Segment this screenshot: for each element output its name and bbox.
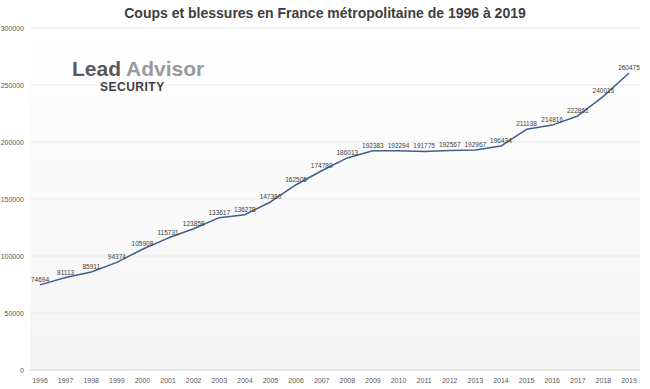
data-label: 115731 bbox=[157, 229, 179, 236]
logo-word: Advisor bbox=[121, 57, 204, 80]
data-label: 222861 bbox=[567, 107, 589, 114]
grid-line bbox=[30, 142, 640, 143]
x-tick-label: 2019 bbox=[621, 377, 637, 384]
x-tick-label: 1999 bbox=[109, 377, 125, 384]
data-label: 123858 bbox=[183, 220, 205, 227]
data-label: 147380 bbox=[260, 193, 282, 200]
x-tick-label: 2009 bbox=[365, 377, 381, 384]
x-tick-label: 2003 bbox=[211, 377, 227, 384]
logo-subtitle: SECURITY bbox=[100, 80, 165, 94]
x-tick-label: 2005 bbox=[263, 377, 279, 384]
x-tick-label: 2012 bbox=[442, 377, 458, 384]
x-tick-label: 2015 bbox=[519, 377, 535, 384]
x-tick-label: 2007 bbox=[314, 377, 330, 384]
y-tick-label: 300000 bbox=[1, 25, 24, 32]
data-label: 81113 bbox=[57, 269, 74, 276]
y-tick-label: 250000 bbox=[1, 82, 24, 89]
x-tick-label: 2014 bbox=[493, 377, 509, 384]
data-label: 85911 bbox=[82, 263, 100, 270]
data-label: 260475 bbox=[618, 64, 640, 71]
x-tick-label: 2011 bbox=[417, 377, 432, 384]
data-label: 186013 bbox=[336, 149, 358, 156]
x-tick-label: 1996 bbox=[32, 377, 48, 384]
x-tick-label: 1998 bbox=[83, 377, 99, 384]
plot-background bbox=[30, 28, 640, 370]
data-label: 192967 bbox=[464, 141, 486, 148]
x-tick-label: 2006 bbox=[288, 377, 304, 384]
logo: Lead Advisor bbox=[72, 57, 204, 80]
x-tick-label: 2017 bbox=[570, 377, 586, 384]
y-tick-label: 50000 bbox=[5, 310, 25, 317]
data-label: 214816 bbox=[541, 116, 563, 123]
title: Coups et blessures en France métropolita… bbox=[124, 5, 526, 21]
data-label: 174780 bbox=[311, 162, 333, 169]
data-label: 192567 bbox=[439, 141, 461, 148]
x-axis-line bbox=[30, 370, 640, 371]
x-tick-label: 2001 bbox=[160, 377, 176, 384]
x-tick-label: 2008 bbox=[340, 377, 356, 384]
grid-line bbox=[30, 199, 640, 200]
grid-line bbox=[30, 370, 640, 371]
x-tick-label: 2010 bbox=[391, 377, 407, 384]
x-tick-label: 2016 bbox=[544, 377, 560, 384]
chart-svg: Coups et blessures en France métropolita… bbox=[0, 0, 650, 389]
series-group bbox=[40, 73, 629, 285]
x-tick-label: 2000 bbox=[135, 377, 151, 384]
series-line bbox=[40, 73, 629, 285]
data-label: 240015 bbox=[593, 87, 615, 94]
grid-line bbox=[30, 28, 640, 29]
grid-line bbox=[30, 313, 640, 314]
data-label: 196434 bbox=[490, 137, 512, 144]
chart-container: Coups et blessures en France métropolita… bbox=[0, 0, 650, 389]
x-tick-label: 2002 bbox=[186, 377, 202, 384]
data-label: 94374 bbox=[108, 253, 126, 260]
x-tick-label: 2004 bbox=[237, 377, 253, 384]
data-label: 191775 bbox=[413, 142, 435, 149]
x-tick-label: 2018 bbox=[596, 377, 612, 384]
y-tick-label: 200000 bbox=[1, 139, 24, 146]
data-label: 105908 bbox=[132, 240, 154, 247]
logo-word: Lead bbox=[72, 57, 121, 80]
y-tick-label: 0 bbox=[20, 367, 24, 374]
data-label: 211138 bbox=[516, 120, 537, 127]
data-label: 136278 bbox=[234, 206, 256, 213]
data-label: 74694 bbox=[31, 276, 49, 283]
data-label: 192294 bbox=[388, 142, 410, 149]
data-label: 192383 bbox=[362, 142, 384, 149]
data-label: 162505 bbox=[285, 176, 307, 183]
x-tick-label: 2013 bbox=[468, 377, 484, 384]
x-tick-label: 1997 bbox=[58, 377, 74, 384]
y-tick-label: 100000 bbox=[1, 253, 24, 260]
y-tick-label: 150000 bbox=[1, 196, 24, 203]
data-label: 133617 bbox=[208, 209, 230, 216]
